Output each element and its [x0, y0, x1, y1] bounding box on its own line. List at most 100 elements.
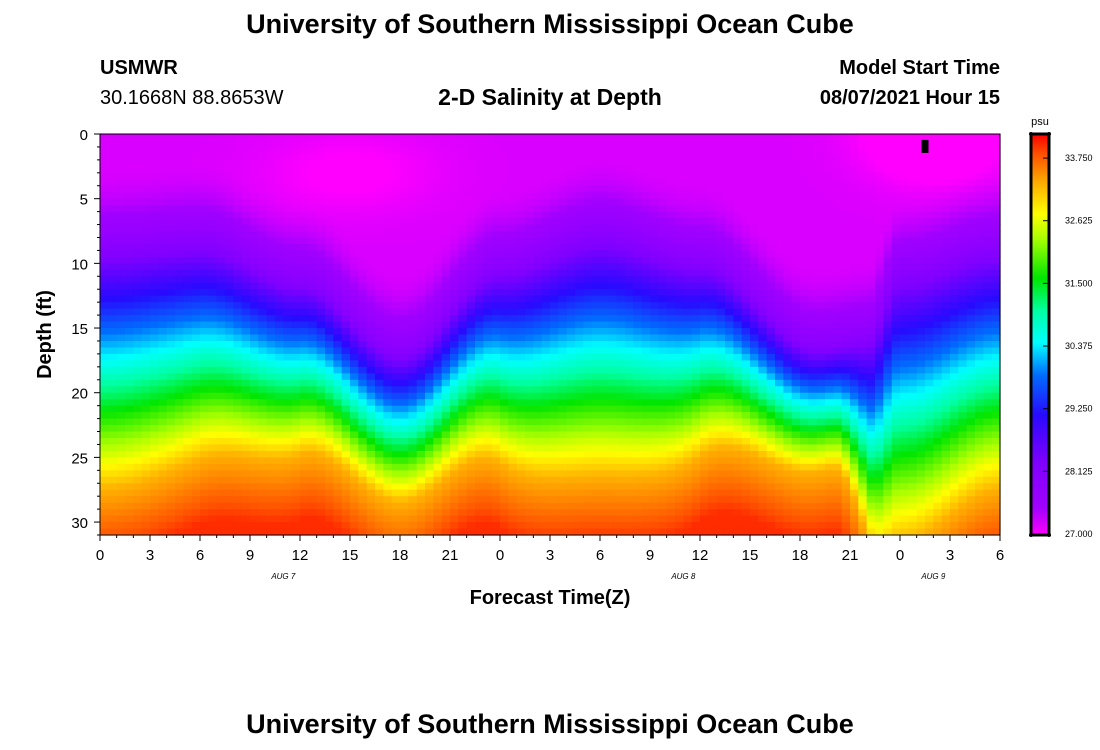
- heatmap-cell: [308, 392, 318, 400]
- heatmap-cell: [183, 237, 193, 245]
- heatmap-cell: [233, 399, 243, 407]
- heatmap-cell: [175, 476, 184, 484]
- heatmap-cell: [733, 412, 743, 420]
- heatmap-cell: [200, 431, 209, 439]
- heatmap-cell: [658, 418, 668, 426]
- heatmap-cell: [283, 502, 293, 510]
- heatmap-cell: [108, 302, 118, 310]
- heatmap-cell: [566, 340, 576, 349]
- heatmap-cell: [616, 179, 626, 187]
- heatmap-cell: [733, 470, 743, 478]
- heatmap-cell: [591, 366, 601, 374]
- heatmap-cell: [408, 250, 418, 258]
- heatmap-cell: [708, 243, 718, 252]
- heatmap-cell: [608, 224, 618, 232]
- heatmap-cell: [541, 237, 551, 245]
- heatmap-cell: [266, 399, 276, 407]
- heatmap-cell: [575, 386, 584, 394]
- heatmap-cell: [400, 205, 409, 213]
- heatmap-cell: [658, 528, 668, 536]
- heatmap-cell: [400, 399, 409, 407]
- heatmap-cell: [491, 431, 501, 439]
- heatmap-cell: [408, 269, 418, 277]
- heatmap-cell: [466, 347, 476, 355]
- heatmap-cell: [100, 243, 109, 252]
- heatmap-cell: [166, 366, 176, 374]
- heatmap-cell: [475, 392, 484, 400]
- heatmap-cell: [283, 444, 293, 452]
- heatmap-cell: [658, 515, 668, 523]
- heatmap-cell: [241, 509, 251, 517]
- heatmap-cell: [441, 192, 451, 200]
- heatmap-cell: [650, 256, 659, 264]
- heatmap-cell: [558, 179, 568, 187]
- heatmap-cell: [108, 457, 118, 465]
- heatmap-cell: [275, 366, 284, 374]
- heatmap-cell: [733, 205, 743, 213]
- heatmap-cell: [183, 476, 193, 484]
- heatmap-cell: [166, 146, 176, 155]
- heatmap-cell: [350, 392, 359, 400]
- heatmap-cell: [741, 321, 751, 329]
- heatmap-cell: [458, 457, 468, 465]
- heatmap-cell: [708, 166, 718, 174]
- heatmap-cell: [458, 243, 468, 252]
- heatmap-cell: [375, 166, 384, 174]
- heatmap-cell: [108, 321, 118, 329]
- heatmap-cell: [175, 386, 184, 394]
- heatmap-cell: [583, 366, 593, 374]
- heatmap-cell: [758, 509, 768, 517]
- heatmap-cell: [283, 489, 293, 497]
- heatmap-cell: [691, 463, 701, 471]
- heatmap-cell: [500, 496, 509, 504]
- heatmap-cell: [566, 431, 576, 439]
- heatmap-cell: [625, 237, 634, 245]
- heatmap-cell: [633, 179, 643, 187]
- heatmap-cell: [375, 302, 384, 310]
- heatmap-cell: [708, 457, 718, 465]
- heatmap-cell: [550, 360, 559, 368]
- heatmap-cell: [483, 315, 493, 323]
- heatmap-cell: [241, 483, 251, 491]
- heatmap-cell: [708, 522, 718, 530]
- heatmap-cell: [725, 437, 734, 446]
- heatmap-cell: [100, 134, 109, 142]
- heatmap-cell: [458, 444, 468, 452]
- heatmap-cell: [233, 315, 243, 323]
- heatmap-cell: [700, 399, 709, 407]
- heatmap-cell: [416, 457, 426, 465]
- heatmap-cell: [750, 360, 759, 368]
- heatmap-cell: [166, 198, 176, 206]
- heatmap-cell: [658, 302, 668, 310]
- heatmap-cell: [266, 198, 276, 206]
- heatmap-cell: [175, 134, 184, 142]
- heatmap-cell: [675, 328, 684, 336]
- heatmap-cell: [591, 431, 601, 439]
- heatmap-cell: [550, 134, 559, 142]
- heatmap-cell: [300, 425, 309, 433]
- heatmap-cell: [450, 211, 459, 219]
- heatmap-cell: [191, 366, 201, 374]
- heatmap-cell: [608, 515, 618, 523]
- heatmap-cell: [516, 315, 526, 323]
- heatmap-cell: [641, 450, 651, 458]
- heatmap-cell: [366, 166, 376, 174]
- heatmap-cell: [725, 528, 734, 536]
- heatmap-cell: [425, 450, 434, 458]
- heatmap-cell: [625, 425, 634, 433]
- heatmap-cell: [100, 457, 109, 465]
- heatmap-cell: [758, 489, 768, 497]
- heatmap-cell: [191, 166, 201, 174]
- heatmap-cell: [366, 146, 376, 155]
- heatmap-cell: [766, 276, 776, 284]
- heatmap-cell: [158, 444, 168, 452]
- heatmap-cell: [475, 334, 484, 342]
- heatmap-cell: [666, 269, 676, 277]
- heatmap-cell: [458, 425, 468, 433]
- heatmap-cell: [333, 489, 343, 497]
- heatmap-cell: [616, 334, 626, 342]
- heatmap-cell: [416, 418, 426, 426]
- heatmap-cell: [483, 450, 493, 458]
- heatmap-cell: [641, 470, 651, 478]
- heatmap-cell: [208, 302, 218, 310]
